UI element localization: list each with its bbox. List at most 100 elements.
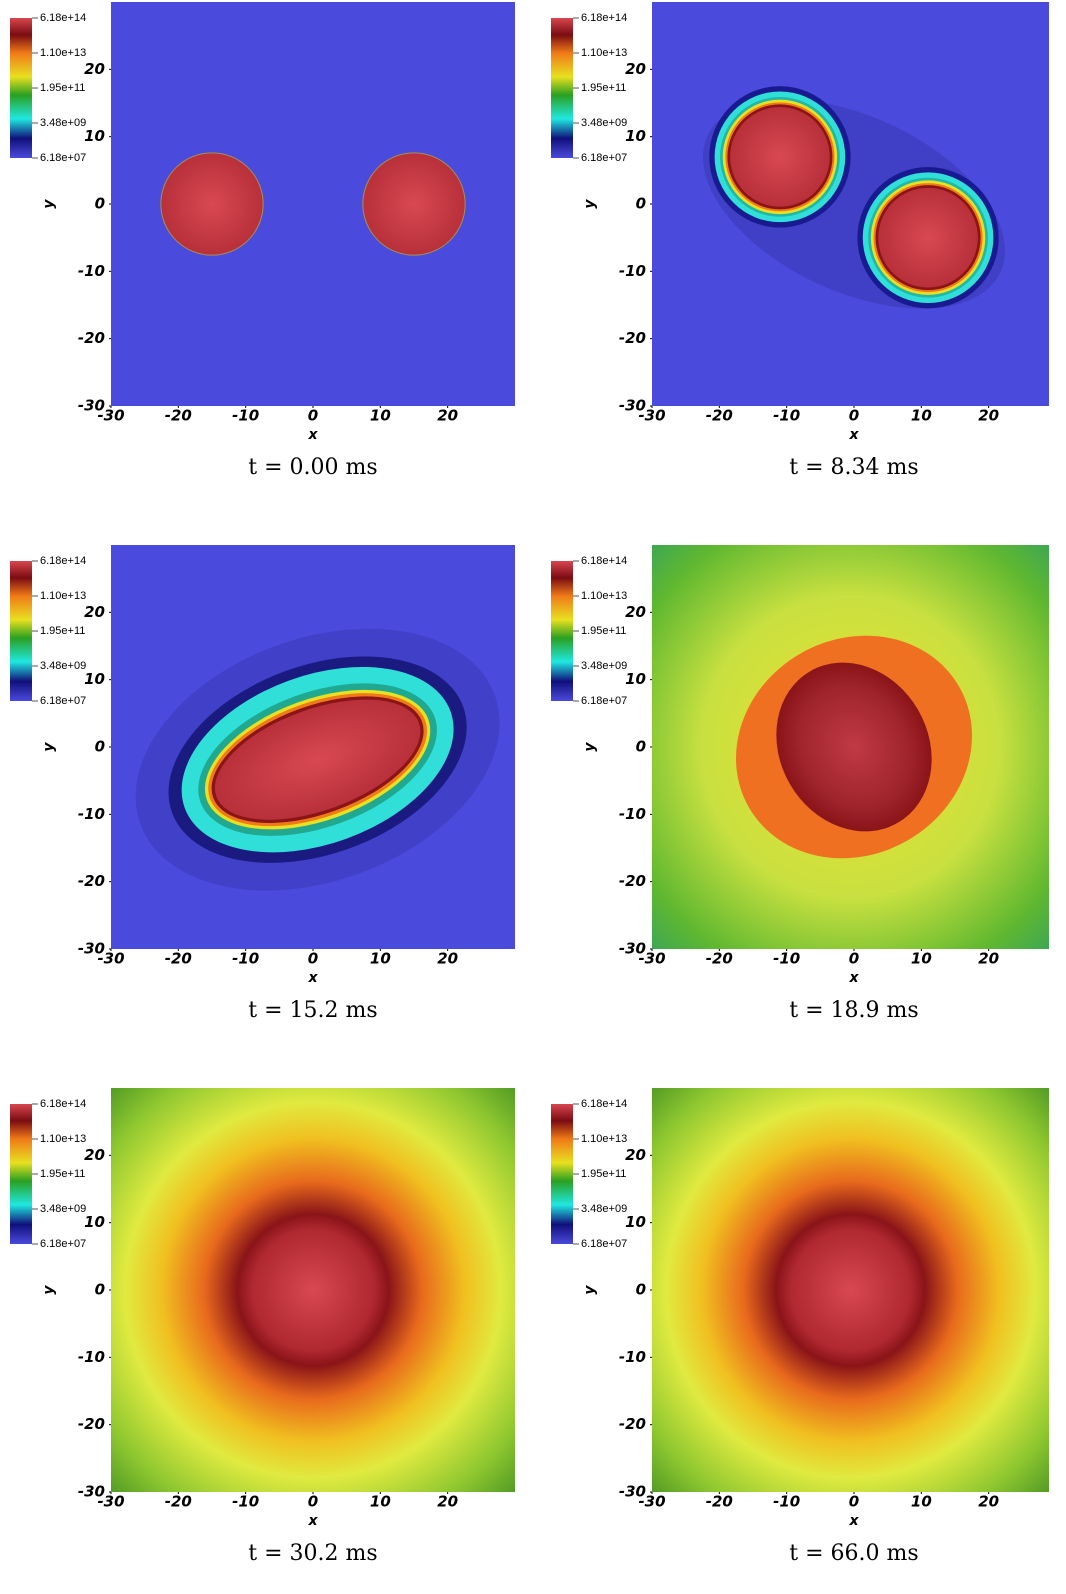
- y-tick-label: 0: [95, 1281, 105, 1299]
- y-tick-label: 10: [625, 127, 646, 145]
- colorbar-label: 3.48e+09: [581, 660, 627, 672]
- x-tick-label: 0: [308, 950, 318, 968]
- colorbar-label: 1.10e+13: [40, 590, 86, 602]
- y-tick-label: -30: [619, 940, 646, 958]
- x-tick-label: -10: [773, 1493, 800, 1511]
- x-axis-label: x: [848, 1513, 859, 1529]
- y-tick-label: 10: [625, 1213, 646, 1231]
- x-tick-label: -30: [638, 407, 665, 425]
- x-tick-label: 20: [437, 407, 458, 425]
- x-tick-label: 0: [849, 950, 859, 968]
- density-region: [878, 187, 978, 288]
- x-tick-label: -30: [638, 950, 665, 968]
- background: [111, 1088, 515, 1492]
- x-tick-label: 20: [978, 950, 999, 968]
- x-tick-label: -30: [97, 407, 124, 425]
- y-axis-label: y: [41, 199, 57, 209]
- y-tick-label: 20: [84, 60, 105, 78]
- x-axis-label: x: [307, 1513, 318, 1529]
- y-tick-label: 10: [84, 127, 105, 145]
- y-axis-label: y: [41, 1285, 57, 1295]
- colorbar-label: 1.95e+11: [581, 82, 626, 94]
- plot-image: [652, 2, 1049, 406]
- x-tick-label: 10: [370, 950, 391, 968]
- y-tick-label: 20: [625, 60, 646, 78]
- colorbar-label: 1.95e+11: [40, 1168, 85, 1180]
- y-tick-label: -10: [78, 1348, 105, 1366]
- density-region: [214, 699, 421, 820]
- colorbar-label: 1.10e+13: [581, 590, 627, 602]
- y-tick-label: 0: [95, 738, 105, 756]
- colorbar-label: 1.10e+13: [40, 47, 86, 59]
- colorbar-label: 6.18e+07: [581, 152, 627, 164]
- y-tick-label: 20: [625, 1146, 646, 1164]
- colorbar-label: 6.18e+14: [581, 12, 627, 24]
- y-tick-label: -30: [78, 397, 105, 415]
- y-tick-label: -10: [78, 262, 105, 280]
- caption: t = 18.9 ms: [789, 998, 918, 1023]
- y-tick-label: -20: [78, 1415, 105, 1433]
- density-region: [730, 107, 830, 207]
- x-tick-label: 10: [911, 950, 932, 968]
- x-axis-label: x: [848, 427, 859, 443]
- colorbar-label: 6.18e+14: [40, 12, 86, 24]
- colorbar-label: 6.18e+07: [581, 1238, 627, 1250]
- colorbar-label: 1.10e+13: [40, 1133, 86, 1145]
- colorbar-label: 6.18e+14: [40, 555, 86, 567]
- background: [652, 1088, 1049, 1492]
- colorbar-label: 1.10e+13: [581, 1133, 627, 1145]
- x-tick-label: 0: [308, 407, 318, 425]
- y-tick-label: -10: [78, 805, 105, 823]
- y-tick-label: -10: [619, 1348, 646, 1366]
- density-region: [776, 662, 932, 832]
- y-tick-label: -20: [619, 329, 646, 347]
- x-tick-label: -10: [232, 1493, 259, 1511]
- x-tick-label: 10: [911, 1493, 932, 1511]
- y-tick-label: 10: [84, 670, 105, 688]
- x-tick-label: 0: [849, 407, 859, 425]
- y-tick-label: 20: [84, 603, 105, 621]
- colorbar-label: 3.48e+09: [581, 117, 627, 129]
- x-tick-label: -10: [232, 407, 259, 425]
- x-tick-label: -30: [97, 950, 124, 968]
- colorbar-label: 3.48e+09: [40, 117, 86, 129]
- y-tick-label: -20: [619, 872, 646, 890]
- x-tick-label: -20: [706, 950, 733, 968]
- colorbar-label: 3.48e+09: [40, 660, 86, 672]
- colorbar-label: 1.95e+11: [40, 625, 85, 637]
- x-tick-label: 10: [370, 407, 391, 425]
- colorbar-label: 1.95e+11: [581, 1168, 626, 1180]
- caption: t = 0.00 ms: [248, 455, 377, 480]
- y-tick-label: -30: [619, 1483, 646, 1501]
- colorbar-label: 1.95e+11: [581, 625, 626, 637]
- colorbar-label: 6.18e+14: [581, 555, 627, 567]
- colorbar-label: 6.18e+07: [40, 1238, 86, 1250]
- x-tick-label: -30: [97, 1493, 124, 1511]
- y-tick-label: 20: [84, 1146, 105, 1164]
- colorbar-label: 6.18e+07: [40, 695, 86, 707]
- x-tick-label: 20: [437, 1493, 458, 1511]
- y-axis-label: y: [582, 199, 598, 209]
- x-tick-label: 0: [849, 1493, 859, 1511]
- colorbar: [551, 561, 573, 701]
- colorbar: [10, 561, 32, 701]
- density-region: [362, 152, 466, 256]
- x-tick-label: 10: [370, 1493, 391, 1511]
- x-axis-label: x: [848, 970, 859, 986]
- colorbar: [10, 1104, 32, 1244]
- plot-image: [111, 545, 515, 949]
- y-tick-label: 10: [84, 1213, 105, 1231]
- colorbar-label: 6.18e+14: [40, 1098, 86, 1110]
- x-tick-label: -10: [232, 950, 259, 968]
- colorbar-label: 1.95e+11: [40, 82, 85, 94]
- plot-image: [652, 1088, 1049, 1492]
- colorbar: [10, 18, 32, 158]
- y-tick-label: -10: [619, 805, 646, 823]
- x-tick-label: 20: [978, 1493, 999, 1511]
- y-tick-label: -20: [78, 872, 105, 890]
- x-tick-label: -20: [165, 950, 192, 968]
- y-axis-label: y: [582, 742, 598, 752]
- y-tick-label: -20: [78, 329, 105, 347]
- y-tick-label: 0: [95, 195, 105, 213]
